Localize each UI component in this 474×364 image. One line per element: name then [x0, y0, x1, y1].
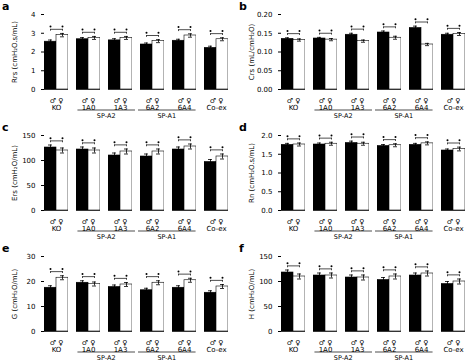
svg-text:SP-A2: SP-A2: [97, 233, 116, 241]
svg-text:SP-A2: SP-A2: [97, 112, 116, 120]
svg-text:150: 150: [22, 132, 35, 140]
html-text:1A0: 1A0: [81, 104, 96, 113]
html-text:a: a: [2, 0, 10, 13]
svg-text:♂ ♀Co-ex: ♂ ♀Co-ex: [443, 339, 463, 354]
html-text:6A4: 6A4: [414, 225, 429, 234]
html-text:e: e: [2, 242, 10, 255]
html-text:6A2: 6A2: [382, 225, 397, 234]
svg-text:♂ ♀Co-ex: ♂ ♀Co-ex: [206, 218, 226, 233]
svg-text:3: 3: [31, 29, 35, 37]
svg-text:H (cmH₂O/mL): H (cmH₂O/mL): [248, 269, 256, 320]
svg-text:♂ ♀Co-ex: ♂ ♀Co-ex: [443, 97, 463, 112]
html-text:b: b: [239, 0, 247, 13]
svg-text:SP-A1: SP-A1: [157, 354, 176, 362]
svg-text:♂ ♀KO: ♂ ♀KO: [287, 97, 301, 112]
svg-text:10: 10: [27, 303, 36, 311]
svg-text:0: 0: [31, 207, 35, 215]
html-text:1A3: 1A3: [350, 104, 365, 113]
svg-text:SP-A1: SP-A1: [394, 112, 413, 120]
svg-text:1: 1: [31, 67, 35, 75]
svg-text:150: 150: [259, 253, 272, 261]
html-text:6A2: 6A2: [145, 225, 160, 234]
html-text:1A0: 1A0: [318, 225, 333, 234]
svg-text:100: 100: [259, 278, 272, 286]
svg-text:SP-A2: SP-A2: [334, 233, 353, 241]
svg-text:Rn (cmH₂O.s/mL): Rn (cmH₂O.s/mL): [248, 143, 256, 203]
svg-text:0: 0: [31, 86, 35, 94]
svg-text:SP-A1: SP-A1: [157, 112, 176, 120]
svg-text:0.10: 0.10: [257, 48, 273, 56]
svg-text:Rrs (cmH₂O.s/mL): Rrs (cmH₂O.s/mL): [11, 21, 19, 83]
svg-text:SP-A1: SP-A1: [394, 354, 413, 362]
svg-text:Ers (cmH₂O/mL): Ers (cmH₂O/mL): [11, 145, 19, 201]
svg-text:30: 30: [27, 253, 36, 261]
svg-text:♂ ♀KO: ♂ ♀KO: [287, 339, 301, 354]
svg-text:♂ ♀KO: ♂ ♀KO: [287, 218, 301, 233]
html-text:1A3: 1A3: [350, 346, 365, 355]
svg-text:0.0: 0.0: [261, 207, 272, 215]
svg-text:4: 4: [31, 11, 36, 19]
svg-text:20: 20: [27, 278, 36, 286]
svg-text:♂ ♀Co-ex: ♂ ♀Co-ex: [206, 339, 226, 354]
html-text:c: c: [2, 121, 9, 134]
svg-text:Crs (mL/cmH₂O): Crs (mL/cmH₂O): [248, 24, 256, 81]
html-text:1A0: 1A0: [81, 225, 96, 234]
svg-text:2: 2: [31, 48, 35, 56]
svg-text:♂ ♀Co-ex: ♂ ♀Co-ex: [443, 218, 463, 233]
svg-text:♂ ♀KO: ♂ ♀KO: [50, 339, 64, 354]
svg-text:SP-A2: SP-A2: [97, 354, 116, 362]
svg-text:G (cmH₂O/mL): G (cmH₂O/mL): [11, 269, 19, 320]
svg-text:0: 0: [268, 328, 272, 336]
svg-text:0.00: 0.00: [257, 86, 273, 94]
html-text:6A4: 6A4: [414, 346, 429, 355]
svg-text:♂ ♀Co-ex: ♂ ♀Co-ex: [206, 97, 226, 112]
html-text:6A2: 6A2: [145, 346, 160, 355]
html-text:1A0: 1A0: [318, 104, 333, 113]
svg-text:SP-A1: SP-A1: [157, 233, 176, 241]
html-text:6A4: 6A4: [177, 225, 192, 234]
html-text:f: f: [239, 242, 244, 255]
html-text:1A3: 1A3: [350, 225, 365, 234]
svg-text:2.0: 2.0: [261, 132, 272, 140]
svg-text:0: 0: [31, 328, 35, 336]
svg-text:1.0: 1.0: [261, 169, 272, 177]
html-text:6A4: 6A4: [177, 346, 192, 355]
svg-text:1.5: 1.5: [261, 150, 272, 158]
html-text:6A2: 6A2: [382, 104, 397, 113]
html-text:6A4: 6A4: [177, 104, 192, 113]
svg-text:0.05: 0.05: [257, 67, 273, 75]
svg-text:SP-A1: SP-A1: [394, 233, 413, 241]
svg-text:0.15: 0.15: [257, 29, 273, 37]
svg-text:SP-A2: SP-A2: [334, 354, 353, 362]
svg-text:♂ ♀KO: ♂ ♀KO: [50, 218, 64, 233]
html-text:6A2: 6A2: [382, 346, 397, 355]
html-text:d: d: [239, 121, 247, 134]
html-text:1A3: 1A3: [113, 225, 128, 234]
html-text:1A0: 1A0: [318, 346, 333, 355]
html-text:1A3: 1A3: [113, 104, 128, 113]
svg-text:♂ ♀KO: ♂ ♀KO: [50, 97, 64, 112]
svg-text:100: 100: [22, 157, 35, 165]
svg-text:SP-A2: SP-A2: [334, 112, 353, 120]
svg-text:0.5: 0.5: [261, 188, 272, 196]
html-text:1A3: 1A3: [113, 346, 128, 355]
html-text:6A2: 6A2: [145, 104, 160, 113]
svg-text:50: 50: [264, 303, 273, 311]
svg-text:0.20: 0.20: [257, 11, 273, 19]
html-text:6A4: 6A4: [414, 104, 429, 113]
svg-text:50: 50: [27, 182, 36, 190]
html-text:1A0: 1A0: [81, 346, 96, 355]
